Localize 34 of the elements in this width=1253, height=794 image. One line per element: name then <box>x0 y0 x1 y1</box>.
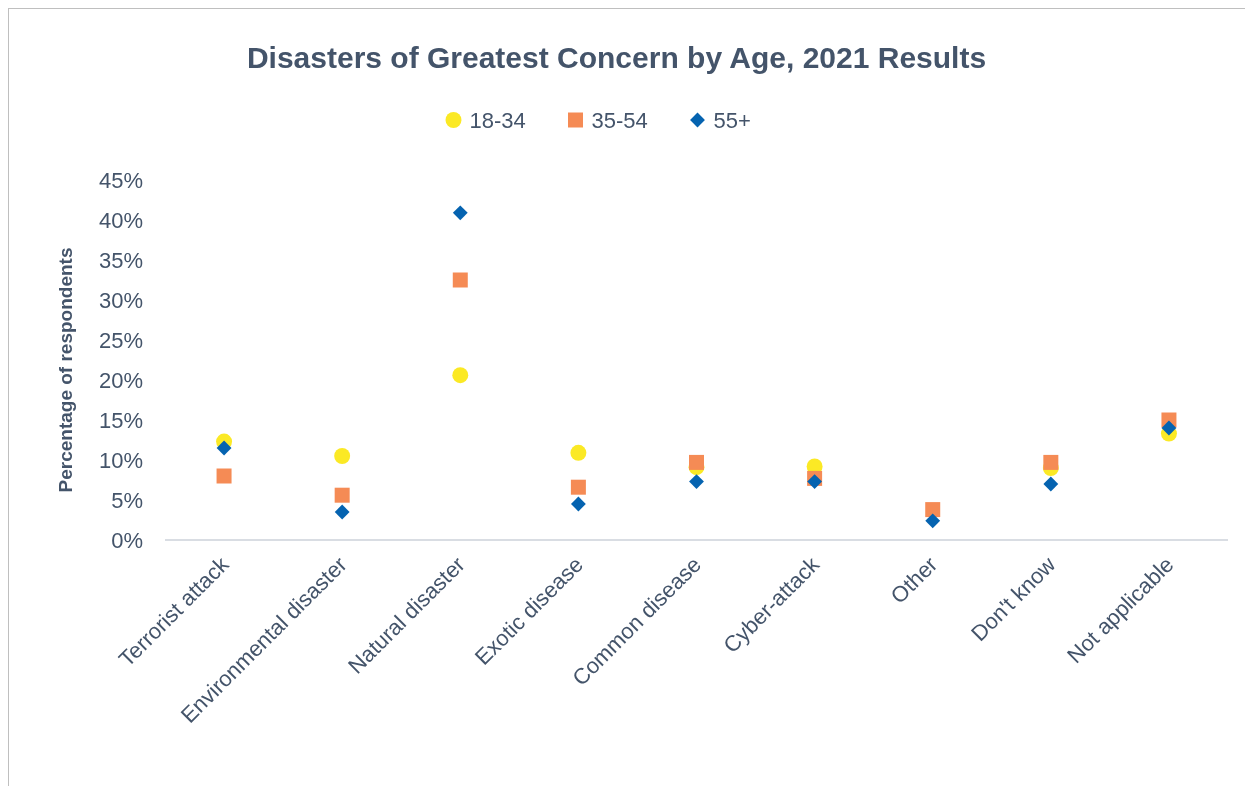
point <box>452 205 468 221</box>
point <box>1043 454 1059 470</box>
point <box>1161 420 1177 436</box>
y-tick-label: 25% <box>98 328 143 353</box>
point <box>689 454 704 470</box>
point <box>452 272 468 288</box>
point <box>216 440 232 456</box>
y-tick-label: 45% <box>98 168 143 193</box>
point <box>570 479 586 495</box>
point <box>925 502 941 518</box>
y-axis-title: Percentage of respondents <box>55 247 76 493</box>
point <box>925 513 941 529</box>
point <box>1043 476 1059 492</box>
y-tick-label: 5% <box>111 488 143 513</box>
legend-label: 55+ <box>713 108 751 133</box>
point <box>452 367 469 384</box>
y-tick-label: 30% <box>98 288 143 313</box>
chart-title: Disasters of Greatest Concern by Age, 2021 Results <box>246 41 987 74</box>
legend-label: 35-54 <box>591 108 648 133</box>
point <box>334 448 351 464</box>
point <box>807 474 823 490</box>
y-tick-label: 0% <box>111 528 143 553</box>
point <box>570 496 586 512</box>
point <box>216 468 232 484</box>
y-tick-label: 35% <box>98 248 143 273</box>
y-tick-label: 10% <box>98 448 143 473</box>
point <box>570 444 587 461</box>
point <box>689 474 704 490</box>
y-tick-label: 40% <box>98 208 143 233</box>
legend-label: 18-34 <box>469 108 526 133</box>
y-tick-label: 20% <box>98 368 143 393</box>
point <box>334 504 350 520</box>
y-tick-label: 15% <box>98 408 143 433</box>
point <box>334 487 350 503</box>
